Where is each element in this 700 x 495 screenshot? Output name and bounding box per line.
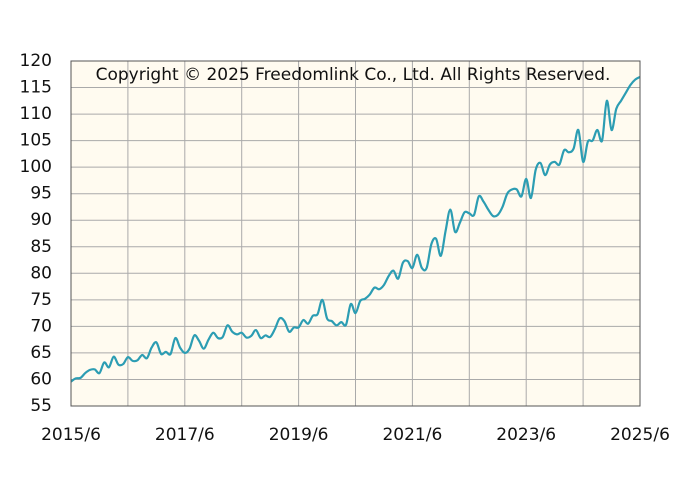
x-tick-label: 2017/6 [155,425,215,445]
x-tick-label: 2019/6 [269,425,329,445]
y-tick-label: 110 [20,104,52,124]
y-tick-label: 90 [30,210,52,230]
y-tick-label: 70 [30,316,52,336]
y-tick-label: 55 [30,396,52,416]
y-tick-label: 75 [30,290,52,310]
x-tick-label: 2015/6 [41,425,101,445]
y-tick-label: 105 [20,131,52,151]
data-line [70,75,641,383]
x-tick-label: 2025/6 [610,425,670,445]
x-tick-label: 2023/6 [496,425,556,445]
annotation: Copyright © 2025 Freedomlink Co., Ltd. A… [96,65,611,85]
y-tick-label: 95 [30,184,52,204]
y-tick-label: 65 [30,343,52,363]
y-tick-label: 100 [20,157,52,177]
plot-frame [70,60,641,407]
y-tick-label: 120 [20,51,52,71]
y-tick-label: 60 [30,369,52,389]
y-tick-label: 115 [20,78,52,98]
y-tick-label: 85 [30,237,52,257]
x-tick-label: 2021/6 [382,425,442,445]
y-tick-label: 80 [30,263,52,283]
